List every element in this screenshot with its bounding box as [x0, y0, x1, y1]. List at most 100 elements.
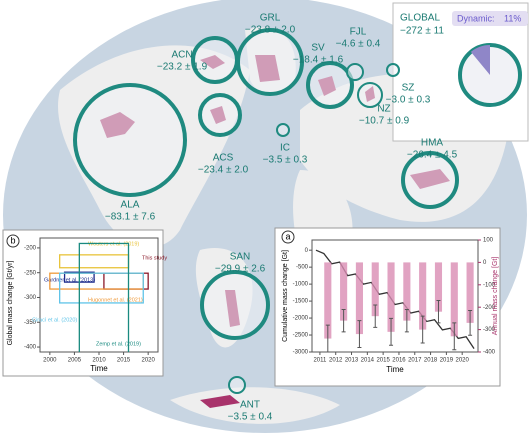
- y-tick-label: -500: [296, 265, 309, 271]
- error-bar: [452, 322, 457, 351]
- x-tick-label: 2014: [361, 358, 375, 364]
- y-tick-label: -250: [24, 270, 37, 276]
- region-name: SV: [311, 43, 325, 54]
- region-circle: [346, 63, 364, 81]
- region-name: NZ: [377, 104, 390, 115]
- x-tick-label: 2019: [440, 358, 454, 364]
- region-circle: [191, 36, 239, 84]
- error-bar: [389, 317, 394, 346]
- study-label: Hugonnet et al. (2021): [88, 297, 143, 303]
- study-label: Ciracì et al. (2020): [32, 317, 77, 323]
- region-name: ANT: [240, 400, 260, 411]
- x-tick-label: 2005: [68, 358, 82, 364]
- bar: [387, 262, 395, 332]
- y2-tick-label: -100: [483, 282, 496, 288]
- y-tick-label: -300: [24, 295, 37, 301]
- bar: [324, 262, 332, 339]
- x-tick-label: 2016: [392, 358, 406, 364]
- region-change: −23.4 ± 2.0: [198, 165, 249, 176]
- bar: [403, 262, 411, 321]
- x-tick-label: 2020: [456, 358, 470, 364]
- x-tick-label: 2020: [141, 358, 155, 364]
- bar: [340, 262, 348, 321]
- error-bar: [420, 315, 425, 344]
- error-bar: [341, 308, 346, 333]
- region-name: IC: [280, 143, 290, 154]
- region-circle: [73, 83, 187, 197]
- region-circle: [401, 151, 459, 209]
- region-name: GRL: [260, 13, 281, 24]
- study-label: Wouters et al. (2019): [88, 241, 139, 247]
- study-label: This study: [142, 255, 167, 261]
- x-tick-label: 2018: [424, 358, 438, 364]
- region-circle: [198, 93, 242, 137]
- region-change: −10.7 ± 0.9: [359, 116, 410, 127]
- region-circle: [276, 123, 290, 137]
- region-name: ACN: [171, 50, 192, 61]
- y2-tick-label: -400: [483, 350, 496, 356]
- error-bar: [325, 324, 330, 353]
- bar: [355, 262, 363, 335]
- dynamic-box: [452, 11, 528, 26]
- y2-tick-label: -300: [483, 327, 496, 333]
- region-circle: [236, 28, 304, 96]
- y-axis-label: Cumulative mass change [Gt]: [282, 250, 289, 342]
- study-label: Zemp et al. (2019): [96, 341, 141, 347]
- y-tick-label: -200: [24, 245, 37, 251]
- y-axis-label: Global mass change [Gt/yr]: [7, 261, 14, 346]
- x-tick-label: 2015: [376, 358, 390, 364]
- bar: [371, 262, 379, 317]
- region-change: −83.1 ± 7.6: [105, 212, 156, 223]
- dynamic-share: 11%: [504, 13, 521, 23]
- region-circle: [357, 82, 383, 108]
- global-name: GLOBAL: [400, 13, 440, 24]
- region-change: −3.0 ± 0.3: [386, 95, 431, 106]
- x-axis-label: Time: [386, 365, 404, 374]
- dynamic-wedge: [470, 45, 490, 75]
- bar: [450, 262, 458, 337]
- region-name: SAN: [230, 252, 251, 263]
- y2-tick-label: 100: [483, 238, 494, 244]
- panel-label: b: [10, 235, 15, 245]
- y-tick-label: -350: [24, 320, 37, 326]
- region-circle: [386, 63, 400, 77]
- x-tick-label: 2017: [408, 358, 422, 364]
- y2-tick-label: -200: [483, 305, 496, 311]
- error-bar: [404, 308, 409, 333]
- region-circle: [228, 376, 246, 394]
- y-tick-label: -400: [24, 345, 37, 351]
- region-change: −29.9 ± 2.6: [215, 264, 266, 275]
- error-bar: [357, 320, 362, 349]
- region-change: −4.6 ± 0.4: [336, 39, 381, 50]
- region-change: −3.5 ± 0.4: [228, 412, 273, 423]
- y-tick-label: -1500: [293, 299, 309, 305]
- region-circle: [306, 61, 354, 109]
- estimate-box: [78, 242, 130, 352]
- dynamic-title: Dynamic:: [457, 13, 495, 23]
- x-tick-label: 2000: [43, 358, 57, 364]
- region-name: ALA: [121, 200, 140, 211]
- bar: [434, 262, 443, 312]
- y-tick-label: -3000: [293, 350, 309, 356]
- x-tick-label: 2012: [329, 358, 343, 364]
- estimate-box: [59, 272, 144, 304]
- x-tick-label: 2011: [313, 358, 327, 364]
- error-bar: [436, 299, 441, 324]
- x-axis-label: Time: [90, 364, 108, 373]
- x-tick-label: 2013: [345, 358, 359, 364]
- y-tick-label: -2000: [293, 316, 309, 322]
- panel-label: a: [285, 231, 290, 241]
- region-change: −3.5 ± 0.3: [263, 155, 308, 166]
- region-name: FJL: [350, 27, 367, 38]
- region-change: −26.4 ± 4.5: [407, 150, 458, 161]
- y2-tick-label: 0: [483, 260, 487, 266]
- global-change: −272 ± 11: [400, 26, 444, 37]
- y2-axis-label: Annual mass change [Gt]: [492, 257, 499, 336]
- region-name: SZ: [402, 83, 415, 94]
- bar: [419, 262, 427, 330]
- y-tick-label: -2500: [293, 333, 309, 339]
- plot-frame: [311, 239, 479, 353]
- region-circle: [200, 270, 270, 340]
- y-tick-label: -1000: [293, 282, 309, 288]
